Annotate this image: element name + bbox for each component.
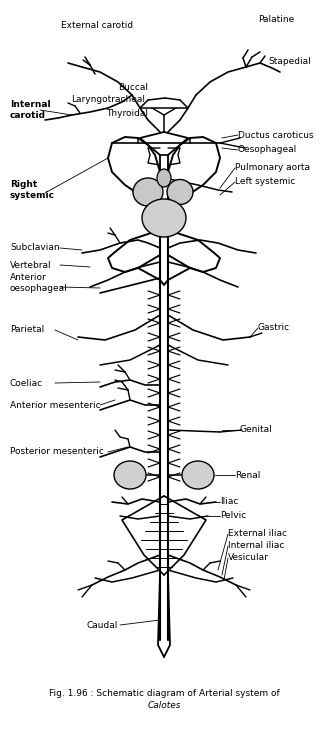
Text: External iliac: External iliac — [228, 529, 287, 539]
Text: Pulmonary aorta: Pulmonary aorta — [235, 164, 310, 172]
Text: Stapedial: Stapedial — [268, 58, 311, 66]
Text: Laryngotracheal: Laryngotracheal — [71, 94, 145, 104]
Text: Palatine: Palatine — [258, 15, 294, 25]
Text: Pelvic: Pelvic — [220, 512, 246, 520]
Text: Fig. 1.96 : Schematic diagram of Arterial system of: Fig. 1.96 : Schematic diagram of Arteria… — [49, 688, 279, 697]
Text: Caudal: Caudal — [87, 620, 118, 629]
Text: Gastric: Gastric — [258, 323, 290, 332]
Text: Vesicular: Vesicular — [228, 553, 269, 563]
Ellipse shape — [167, 180, 193, 204]
Text: Internal
carotid: Internal carotid — [10, 100, 51, 120]
Text: Buccal: Buccal — [118, 83, 148, 93]
Text: Left systemic: Left systemic — [235, 177, 295, 186]
Text: Right
systemic: Right systemic — [10, 180, 55, 200]
Text: Vertebral: Vertebral — [10, 261, 52, 269]
Text: Renal: Renal — [235, 471, 260, 480]
Text: Thyroidal: Thyroidal — [106, 109, 148, 118]
Text: Anterior mesenteric: Anterior mesenteric — [10, 401, 101, 410]
Text: Iliac: Iliac — [220, 498, 239, 507]
Text: Posterior mesenteric: Posterior mesenteric — [10, 447, 104, 456]
Ellipse shape — [142, 199, 186, 237]
Ellipse shape — [114, 461, 146, 489]
Text: Genital: Genital — [240, 426, 273, 434]
Ellipse shape — [182, 461, 214, 489]
Text: Oesophageal: Oesophageal — [238, 145, 297, 155]
Text: Ductus caroticus: Ductus caroticus — [238, 131, 314, 139]
Ellipse shape — [157, 169, 171, 187]
Ellipse shape — [133, 178, 163, 206]
Text: Parietal: Parietal — [10, 326, 44, 334]
Text: External carotid: External carotid — [61, 20, 133, 29]
Text: Coeliac: Coeliac — [10, 378, 43, 388]
Text: Calotes: Calotes — [147, 702, 181, 710]
Text: Subclavian: Subclavian — [10, 244, 60, 253]
Text: Anterior
oesophageal: Anterior oesophageal — [10, 273, 68, 293]
Text: Internal iliac: Internal iliac — [228, 542, 284, 550]
